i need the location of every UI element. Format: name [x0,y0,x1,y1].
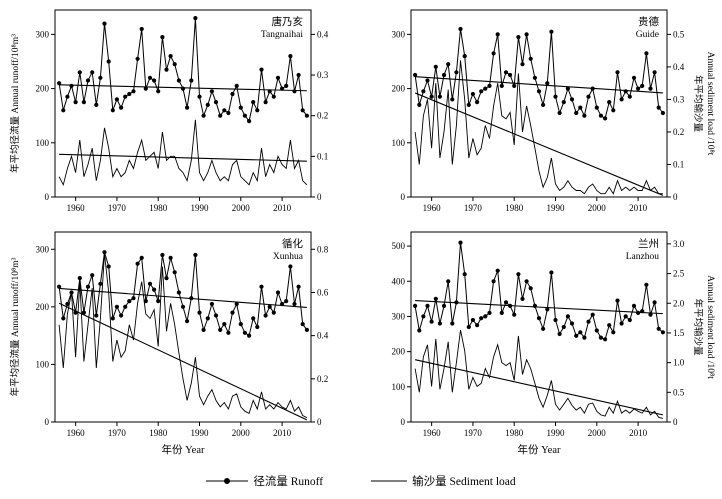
legend-label-runoff: 径流量 Runoff [253,476,324,488]
svg-text:2.0: 2.0 [673,298,685,308]
svg-text:1980: 1980 [505,203,524,213]
svg-text:循化: 循化 [282,237,303,250]
svg-text:1980: 1980 [505,428,524,438]
legend-label-sediment: 输沙量 Sediment load [412,476,516,488]
svg-text:1990: 1990 [191,203,210,213]
svg-text:Xunhua: Xunhua [273,252,304,262]
svg-text:300: 300 [36,29,50,39]
svg-text:200: 200 [36,84,50,94]
svg-text:0.1: 0.1 [317,151,328,161]
svg-text:3.0: 3.0 [673,239,685,249]
svg-text:2000: 2000 [232,428,251,438]
svg-text:1960: 1960 [67,428,86,438]
panel-row-top: 0 100 200 300 0 0.1 0.2 0.3 0.4 1960 1970 1980 1990 2… [0,2,722,224]
svg-text:0.3: 0.3 [317,70,329,80]
svg-text:200: 200 [36,302,50,312]
svg-text:0: 0 [673,417,678,427]
runoff-line-marker-icon [206,478,249,484]
svg-text:1960: 1960 [423,203,442,213]
svg-text:2010: 2010 [273,428,292,438]
svg-text:0.6: 0.6 [317,287,329,297]
svg-text:2000: 2000 [588,203,607,213]
svg-text:1970: 1970 [108,203,127,213]
svg-text:1970: 1970 [464,428,483,438]
svg-text:300: 300 [36,244,50,254]
svg-text:0.1: 0.1 [673,159,684,169]
svg-text:1980: 1980 [149,428,168,438]
svg-text:0: 0 [401,417,406,427]
svg-text:年平均输沙量: 年平均输沙量 [692,75,704,133]
svg-text:1980: 1980 [149,203,168,213]
svg-text:Guide: Guide [636,30,659,40]
svg-text:0.4: 0.4 [673,62,685,72]
svg-text:100: 100 [392,138,406,148]
svg-text:年平均径流量 Annual runoff/10⁸m³: 年平均径流量 Annual runoff/10⁸m³ [9,34,21,173]
chart-xunhua: 0 100 200 300 0 0.2 0.4 0.6 0.8 1960 1970 1980 1990 2… [9,231,329,456]
svg-text:200: 200 [392,84,406,94]
svg-text:200: 200 [392,347,406,357]
svg-text:0: 0 [401,192,406,202]
svg-text:1990: 1990 [547,203,566,213]
svg-text:100: 100 [36,138,50,148]
svg-text:1.0: 1.0 [673,358,685,368]
svg-text:年平均径流量 Annual runoff/10⁸m³: 年平均径流量 Annual runoff/10⁸m³ [9,257,21,396]
svg-text:Lanzhou: Lanzhou [626,252,659,262]
svg-text:0.5: 0.5 [673,29,685,39]
svg-text:1990: 1990 [191,428,210,438]
svg-text:Annual sediment load /10⁸t: Annual sediment load /10⁸t [705,275,715,379]
legend: 径流量 Runoff 输沙量 Sediment load [0,467,722,495]
svg-text:0: 0 [673,192,678,202]
svg-text:0: 0 [317,417,322,427]
svg-text:2010: 2010 [273,203,292,213]
svg-text:0.4: 0.4 [317,331,329,341]
svg-text:兰州: 兰州 [638,237,659,250]
svg-text:2000: 2000 [588,428,607,438]
svg-text:400: 400 [392,276,406,286]
svg-text:100: 100 [392,382,406,392]
svg-text:年平均输沙量: 年平均输沙量 [692,298,704,356]
sediment-line-marker-icon [371,480,408,482]
svg-text:0.2: 0.2 [317,374,328,384]
svg-text:0: 0 [45,417,50,427]
panel-guide: 0 100 200 300 0 0.1 0.2 0.3 0.4 0.5 1960 1970 1980 19… [361,2,717,224]
chart-guide: 0 100 200 300 0 0.1 0.2 0.3 0.4 0.5 1960 1970 1980 19… [392,9,715,213]
panel-tangnaihai: 0 100 200 300 0 0.1 0.2 0.3 0.4 1960 1970 1980 1990 2… [5,2,361,224]
svg-text:1970: 1970 [464,203,483,213]
svg-text:Annual sediment load /10⁸t: Annual sediment load /10⁸t [705,52,715,156]
svg-text:贵德: 贵德 [638,15,659,28]
panel-xunhua: 0 100 200 300 0 0.2 0.4 0.6 0.8 1960 1970 1980 1990 2… [5,224,361,467]
legend-item-runoff: 径流量 Runoff [206,473,323,489]
legend-item-sediment: 输沙量 Sediment load [371,473,516,489]
panel-lanzhou: 0 100 200 300 400 500 0 0.5 1.0 1.5 2.0 2.5 3.0 1960 1… [361,224,717,467]
chart-tangnaihai: 0 100 200 300 0 0.1 0.2 0.3 0.4 1960 1970 1980 1990 2… [9,9,329,213]
svg-text:1960: 1960 [67,203,86,213]
svg-text:0.8: 0.8 [317,244,329,254]
svg-text:年份 Year: 年份 Year [518,443,561,456]
svg-text:1960: 1960 [423,428,442,438]
svg-text:0: 0 [317,192,322,202]
svg-text:唐乃亥: 唐乃亥 [272,15,304,28]
chart-lanzhou: 0 100 200 300 400 500 0 0.5 1.0 1.5 2.0 2.5 3.0 1960 1… [392,231,715,456]
svg-text:500: 500 [392,241,406,251]
svg-text:0.5: 0.5 [673,387,685,397]
svg-text:0.2: 0.2 [673,127,684,137]
svg-text:Tangnaihai: Tangnaihai [261,30,303,40]
svg-text:300: 300 [392,311,406,321]
svg-text:2000: 2000 [232,203,251,213]
panel-row-bottom: 0 100 200 300 0 0.2 0.4 0.6 0.8 1960 1970 1980 1990 2… [0,224,722,467]
svg-text:0.3: 0.3 [673,94,685,104]
svg-text:1.5: 1.5 [673,328,685,338]
svg-text:0.4: 0.4 [317,29,329,39]
svg-text:0.2: 0.2 [317,111,328,121]
svg-text:1970: 1970 [108,428,127,438]
svg-text:1990: 1990 [547,428,566,438]
svg-text:0: 0 [45,192,50,202]
svg-text:2010: 2010 [629,428,648,438]
svg-text:2.5: 2.5 [673,269,685,279]
svg-text:2010: 2010 [629,203,648,213]
svg-text:100: 100 [36,359,50,369]
svg-text:年份 Year: 年份 Year [162,443,205,456]
svg-text:300: 300 [392,29,406,39]
